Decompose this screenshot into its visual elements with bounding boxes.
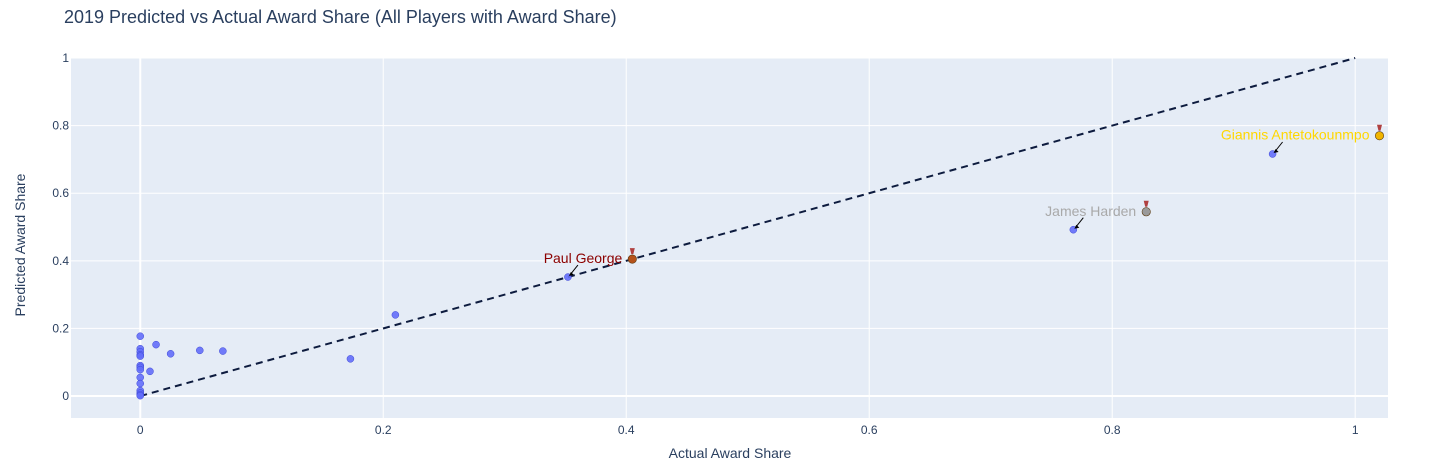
x-tick-label: 0 (137, 423, 144, 437)
arrowhead-icon (1074, 224, 1080, 229)
arrowhead-icon (568, 272, 574, 277)
x-tick-label: 0.2 (375, 423, 392, 437)
y-tick-label: 0.8 (52, 119, 69, 133)
y-axis-ticks: 0 0.2 0.4 0.6 0.8 1 (52, 51, 69, 403)
annotations: Giannis Antetokounmpo James Harden Paul Ge… (544, 124, 1384, 277)
y-tick-label: 0 (62, 389, 69, 403)
medal-ribbon (629, 248, 635, 255)
y-tick-label: 1 (62, 51, 69, 65)
silver-medal-icon (1141, 200, 1151, 217)
y-tick-label: 0.2 (52, 321, 69, 335)
medal-disc (1374, 131, 1384, 141)
reference-line-group (139, 57, 1356, 397)
data-point (196, 346, 204, 355)
annotation-label: Paul George (544, 250, 623, 266)
medal-ribbon (1376, 124, 1382, 131)
chart-title: 2019 Predicted vs Actual Award Share (Al… (64, 7, 617, 27)
x-axis-label: Actual Award Share (669, 445, 792, 461)
annotation-label: Giannis Antetokounmpo (1221, 127, 1370, 143)
plot-area (71, 58, 1388, 418)
data-point (219, 347, 227, 355)
grid-lines (71, 57, 1388, 418)
x-tick-label: 0.4 (618, 423, 635, 437)
bronze-medal-icon (627, 248, 637, 264)
y-tick-label: 0.6 (52, 186, 69, 200)
x-tick-label: 0.6 (861, 423, 878, 437)
data-point (136, 365, 145, 374)
data-point (146, 367, 154, 376)
arrowhead-icon (1273, 149, 1279, 153)
data-point (152, 340, 160, 349)
data-point (166, 350, 175, 358)
y-axis-label: Predicted Award Share (12, 173, 28, 316)
x-axis-ticks: 0 0.2 0.4 0.6 0.8 1 (137, 423, 1359, 437)
gold-medal-icon (1374, 124, 1384, 141)
medal-disc (1141, 207, 1151, 217)
data-point (391, 311, 400, 319)
data-point (136, 391, 145, 400)
data-point (346, 355, 355, 363)
x-tick-label: 1 (1352, 423, 1359, 437)
x-tick-label: 0.8 (1104, 423, 1121, 437)
reference-line (139, 57, 1356, 397)
data-point (136, 352, 145, 360)
data-point (136, 332, 145, 340)
medal-disc (627, 254, 637, 264)
data-point (136, 379, 145, 388)
y-tick-label: 0.4 (52, 254, 69, 268)
annotation-label: James Harden (1045, 203, 1136, 219)
medal-ribbon (1143, 200, 1149, 207)
